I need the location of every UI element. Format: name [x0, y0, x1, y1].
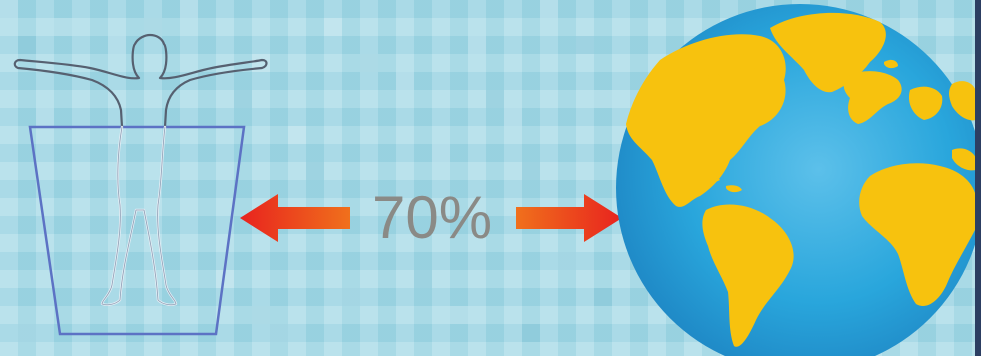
percent-label: 70%: [372, 184, 493, 251]
right-border: [975, 0, 981, 356]
human-figure-icon: [13, 33, 268, 306]
left-arrow-icon: [240, 194, 350, 242]
right-arrow-icon: [516, 194, 622, 242]
earth-globe-icon: [616, 4, 981, 356]
water-container-icon: [28, 125, 246, 336]
